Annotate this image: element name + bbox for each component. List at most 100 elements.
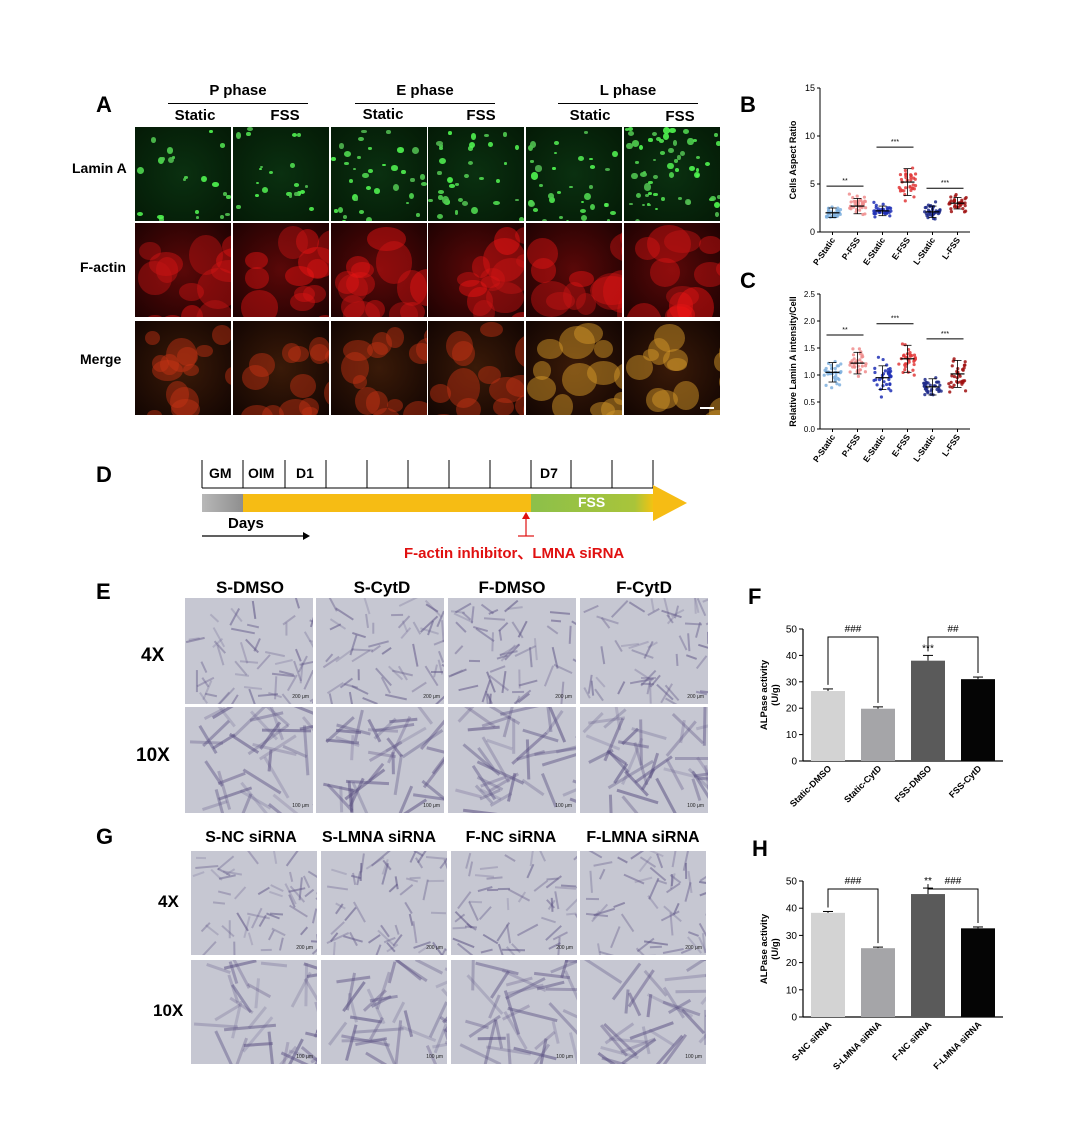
stain-streak <box>560 681 565 704</box>
stain-streak <box>269 890 283 898</box>
stain-streak <box>555 741 576 754</box>
data-point <box>904 173 908 178</box>
cell-spot <box>581 201 585 204</box>
cell-spot <box>698 236 720 254</box>
cell-spot <box>429 384 452 404</box>
cell-spot <box>225 367 231 386</box>
data-point <box>878 210 882 215</box>
cell-spot <box>667 162 674 170</box>
data-point <box>913 356 918 360</box>
data-point <box>888 382 892 386</box>
significance-marker: *** <box>922 643 934 654</box>
cell-spot <box>562 282 587 311</box>
stain-streak <box>704 1010 706 1046</box>
alp-cytd-image-0-0: 200 μm <box>185 598 313 704</box>
stain-streak <box>245 851 260 865</box>
days-label: Days <box>228 515 264 532</box>
cell-spot <box>152 359 184 382</box>
y-tick-label: 20 <box>786 958 798 969</box>
stain-streak <box>674 756 708 760</box>
x-tick-label: FSS-DMSO <box>893 763 934 804</box>
cell-spot <box>583 193 591 201</box>
stain-streak <box>477 1036 506 1041</box>
col-header-s-lmna-sirna: S-LMNA siRNA <box>321 829 437 846</box>
stain-streak <box>313 1001 317 1026</box>
stain-streak <box>484 617 506 622</box>
cell-spot <box>401 169 406 175</box>
cell-spot <box>662 132 669 140</box>
data-point <box>912 195 916 199</box>
cell-spot <box>287 346 310 363</box>
data-point <box>872 378 876 383</box>
data-point <box>829 363 833 367</box>
cell-spot <box>382 163 386 167</box>
stain-streak <box>534 638 539 661</box>
stain-streak <box>256 654 271 670</box>
cell-spot <box>635 236 660 260</box>
col-header-s-dmso: S-DMSO <box>216 578 284 597</box>
cell-spot <box>645 387 670 413</box>
stain-streak <box>334 607 354 621</box>
stain-streak <box>299 660 313 666</box>
significance-marker: ** <box>924 876 932 887</box>
stain-streak <box>254 977 261 1009</box>
data-point <box>860 364 864 368</box>
cell-spot <box>338 273 369 304</box>
col-header-s-cytd: S-CytD <box>353 578 411 597</box>
stain-streak <box>391 614 404 617</box>
cell-spot <box>261 404 284 415</box>
stain-streak <box>631 649 654 659</box>
cell-spot <box>449 184 455 188</box>
cell-spot <box>477 365 501 384</box>
stain-streak <box>415 960 444 975</box>
stain-streak <box>257 886 270 896</box>
stain-streak <box>310 608 313 628</box>
data-point <box>913 177 917 181</box>
stain-streak <box>302 875 311 888</box>
cell-spot <box>197 267 231 309</box>
stain-streak <box>412 643 419 667</box>
cell-spot <box>435 141 443 146</box>
cell-spot <box>331 156 336 162</box>
x-tick-label: E-FSS <box>890 235 913 262</box>
stain-streak <box>412 707 434 726</box>
data-point <box>909 175 913 179</box>
cell-spot <box>365 391 389 415</box>
stain-streak <box>640 676 657 679</box>
data-point <box>863 199 867 204</box>
y-tick-label: 2.0 <box>804 317 816 326</box>
stain-streak <box>506 897 510 910</box>
stain-streak <box>382 1037 397 1064</box>
cell-spot <box>248 352 275 378</box>
data-point <box>863 212 867 216</box>
stain-streak <box>686 633 691 651</box>
stain-streak <box>565 893 577 912</box>
cell-spot <box>201 175 208 182</box>
data-point <box>908 185 912 189</box>
cell-spot <box>647 338 671 365</box>
bar <box>811 912 845 1017</box>
cell-spot <box>352 375 368 389</box>
cell-spot <box>364 299 386 317</box>
bar <box>861 708 895 761</box>
cell-spot <box>314 315 329 317</box>
data-point <box>833 366 837 371</box>
cell-spot <box>451 340 475 366</box>
cell-spot <box>701 409 720 415</box>
scale-label: 200 μm <box>296 945 313 951</box>
cell-spot <box>480 267 505 291</box>
stain-streak <box>367 934 382 944</box>
stain-streak <box>462 808 500 813</box>
cell-spot <box>438 190 444 194</box>
x-tick-label: P-Static <box>811 235 837 267</box>
cell-spot <box>493 398 515 415</box>
scale-bar <box>700 407 714 409</box>
stain-streak <box>304 888 315 898</box>
data-point <box>838 371 843 375</box>
panel-e-label: E <box>96 579 111 604</box>
y-axis-label: Cells Aspect Ratio <box>788 120 798 199</box>
data-point <box>858 358 862 362</box>
cell-spot <box>409 343 427 364</box>
cell-spot <box>240 290 279 317</box>
cell-spot <box>634 219 640 221</box>
